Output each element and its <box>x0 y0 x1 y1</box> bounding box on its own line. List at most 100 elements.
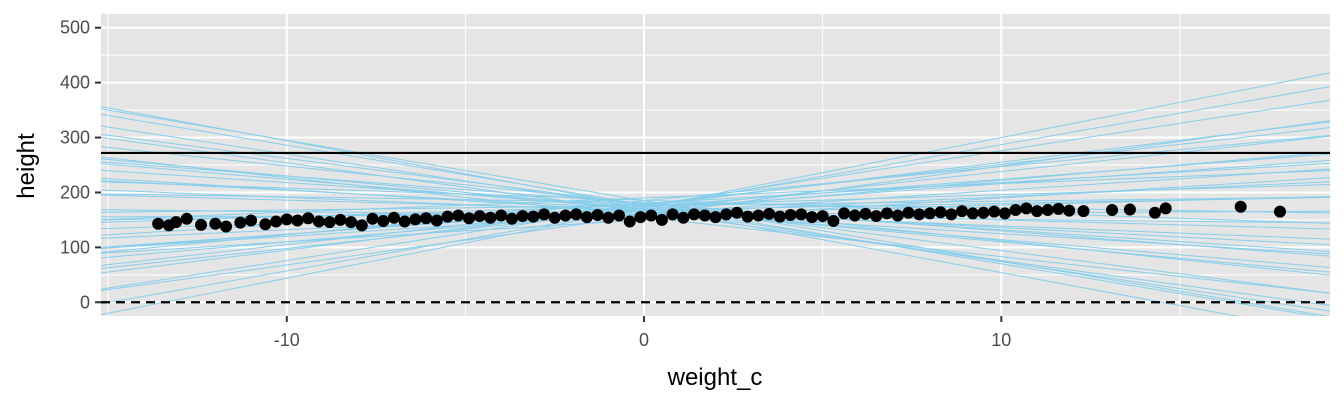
data-point <box>773 210 786 223</box>
data-point <box>377 215 390 228</box>
data-point <box>988 205 1001 218</box>
y-tick-label: 500 <box>60 18 90 38</box>
data-point <box>645 209 658 222</box>
data-point <box>152 217 165 230</box>
prior-line <box>101 120 1330 292</box>
data-point <box>430 214 443 227</box>
data-point <box>827 215 840 228</box>
x-axis-title: weight_c <box>667 364 763 391</box>
data-point <box>234 216 247 229</box>
data-point <box>1159 202 1172 215</box>
data-point <box>366 212 379 225</box>
data-point <box>505 212 518 225</box>
prior-line <box>101 181 1330 239</box>
data-point <box>1234 200 1247 213</box>
data-point <box>516 210 529 223</box>
x-axis: -10 0 10 <box>274 316 1011 350</box>
reference-lines <box>101 151 1330 304</box>
data-point <box>870 210 883 223</box>
data-point <box>548 211 561 224</box>
data-point <box>709 211 722 224</box>
data-point <box>730 206 743 219</box>
y-tick-label: 300 <box>60 128 90 148</box>
prior-line <box>101 121 1330 274</box>
data-point <box>355 219 368 232</box>
prior-line <box>101 127 1330 266</box>
data-point <box>527 210 540 223</box>
data-point <box>334 213 347 226</box>
data-point <box>570 208 583 221</box>
y-axis-title: height <box>13 133 40 199</box>
data-point <box>291 214 304 227</box>
data-point <box>345 216 358 229</box>
data-point <box>623 215 636 228</box>
data-point <box>409 213 422 226</box>
data-point <box>741 210 754 223</box>
data-point <box>259 218 272 231</box>
data-point <box>280 213 293 226</box>
data-point <box>795 208 808 221</box>
data-point <box>1052 202 1065 215</box>
data-point <box>977 206 990 219</box>
data-point <box>195 218 208 231</box>
data-point <box>763 207 776 220</box>
data-point <box>1041 204 1054 217</box>
data-point <box>848 209 861 222</box>
data-point <box>580 211 593 224</box>
data-point <box>677 211 690 224</box>
data-point <box>1031 205 1044 218</box>
data-point <box>688 208 701 221</box>
data-point <box>891 209 904 222</box>
data-point <box>591 208 604 221</box>
data-point <box>473 210 486 223</box>
prior-line <box>101 196 1330 213</box>
data-point <box>1106 204 1119 217</box>
prior-line <box>101 170 1330 221</box>
data-point <box>634 211 647 224</box>
y-tick-label: 400 <box>60 73 90 93</box>
data-point <box>1123 203 1136 216</box>
data-point <box>245 214 258 227</box>
data-point <box>1077 205 1090 218</box>
data-point <box>880 207 893 220</box>
data-point <box>784 208 797 221</box>
data-point <box>805 211 818 224</box>
data-point <box>816 210 829 223</box>
data-point <box>538 208 551 221</box>
data-point <box>180 212 193 225</box>
data-point <box>698 209 711 222</box>
data-point <box>902 206 915 219</box>
prior-line <box>101 181 1330 224</box>
data-point <box>666 208 679 221</box>
data-point <box>998 207 1011 220</box>
data-point <box>441 210 454 223</box>
data-point <box>209 217 222 230</box>
data-point <box>420 212 433 225</box>
data-point <box>398 215 411 228</box>
prior-line <box>101 159 1330 248</box>
data-point <box>956 205 969 218</box>
y-tick-label: 100 <box>60 237 90 257</box>
data-point <box>1009 204 1022 217</box>
data-point <box>484 211 497 224</box>
y-axis: 0 100 200 300 400 500 <box>60 18 101 312</box>
x-tick-label: 10 <box>991 330 1011 350</box>
data-point <box>655 213 668 226</box>
x-tick-label: -10 <box>274 330 300 350</box>
data-point <box>859 207 872 220</box>
data-point <box>495 209 508 222</box>
data-point <box>752 209 765 222</box>
y-tick-label: 200 <box>60 182 90 202</box>
data-point <box>966 207 979 220</box>
data-point <box>602 211 615 224</box>
data-point <box>1273 205 1286 218</box>
data-point <box>220 220 233 233</box>
data-point <box>387 211 400 224</box>
data-point <box>270 215 283 228</box>
prior-line <box>101 156 1330 294</box>
data-point <box>1020 202 1033 215</box>
data-point <box>720 208 733 221</box>
data-points <box>152 200 1286 233</box>
prior-line <box>101 146 1330 276</box>
